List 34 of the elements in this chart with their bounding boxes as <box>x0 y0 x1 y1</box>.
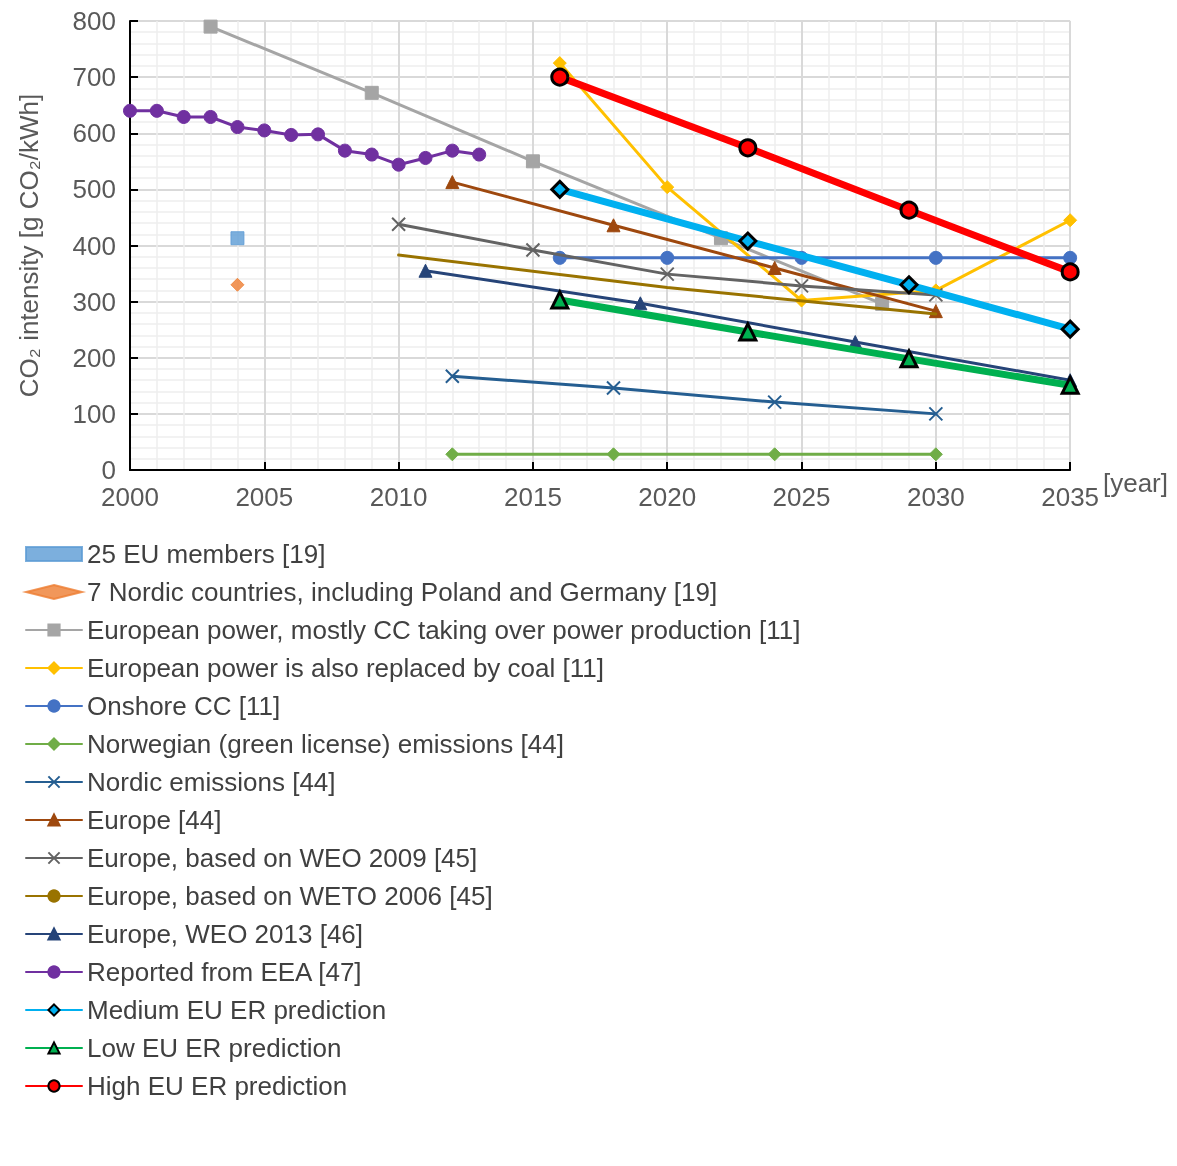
y-tick-label: 700 <box>72 62 116 93</box>
x-tick-label: 2035 <box>1041 482 1100 512</box>
x-axis-title: [year] <box>1102 468 1169 498</box>
y-tick-label: 800 <box>72 6 116 36</box>
y-tick-label: 0 <box>101 455 116 485</box>
legend-label: Europe, WEO 2013 [46] <box>87 919 364 949</box>
legend-label: Europe [44] <box>87 805 222 835</box>
y-tick-label: 100 <box>72 398 116 429</box>
legend-label: 7 Nordic countries, including Poland and Germany [19] <box>87 577 718 607</box>
legend-label: Medium EU ER prediction <box>87 995 387 1025</box>
x-tick-label: 2025 <box>772 482 831 512</box>
y-tick-label: 500 <box>72 174 116 205</box>
x-tick-label: 2015 <box>504 482 562 512</box>
legend-label: Nordic emissions [44] <box>87 767 336 797</box>
y-tick-label: 300 <box>72 286 116 317</box>
x-tick-label: 2020 <box>638 482 697 512</box>
y-tick-label: 400 <box>72 230 116 261</box>
legend-label: Europe, based on WETO 2006 [45] <box>87 881 493 911</box>
x-tick-label: 2005 <box>235 482 294 512</box>
legend-label: Norwegian (green license) emissions [44] <box>87 729 564 759</box>
legend-label: 25 EU members [19] <box>87 539 326 569</box>
legend-label: Onshore CC [11] <box>87 691 281 721</box>
legend-label: Europe, based on WEO 2009 [45] <box>87 843 478 873</box>
y-tick-label: 600 <box>72 118 116 149</box>
legend-label: Reported from EEA [47] <box>87 957 362 987</box>
legend-label: Low EU ER prediction <box>87 1033 342 1063</box>
x-tick-label: 2010 <box>369 482 428 512</box>
y-axis-title: CO₂ intensity [g CO₂/kWh] <box>14 93 44 398</box>
legend-label: European power, mostly CC taking over power production [11] <box>87 615 801 645</box>
legend-label: European power is also replaced by coal [11] <box>87 653 604 683</box>
y-tick-label: 200 <box>72 342 116 373</box>
x-tick-label: 2000 <box>101 482 159 512</box>
legend-label: High EU ER prediction <box>87 1071 348 1101</box>
x-tick-label: 2030 <box>906 482 965 512</box>
